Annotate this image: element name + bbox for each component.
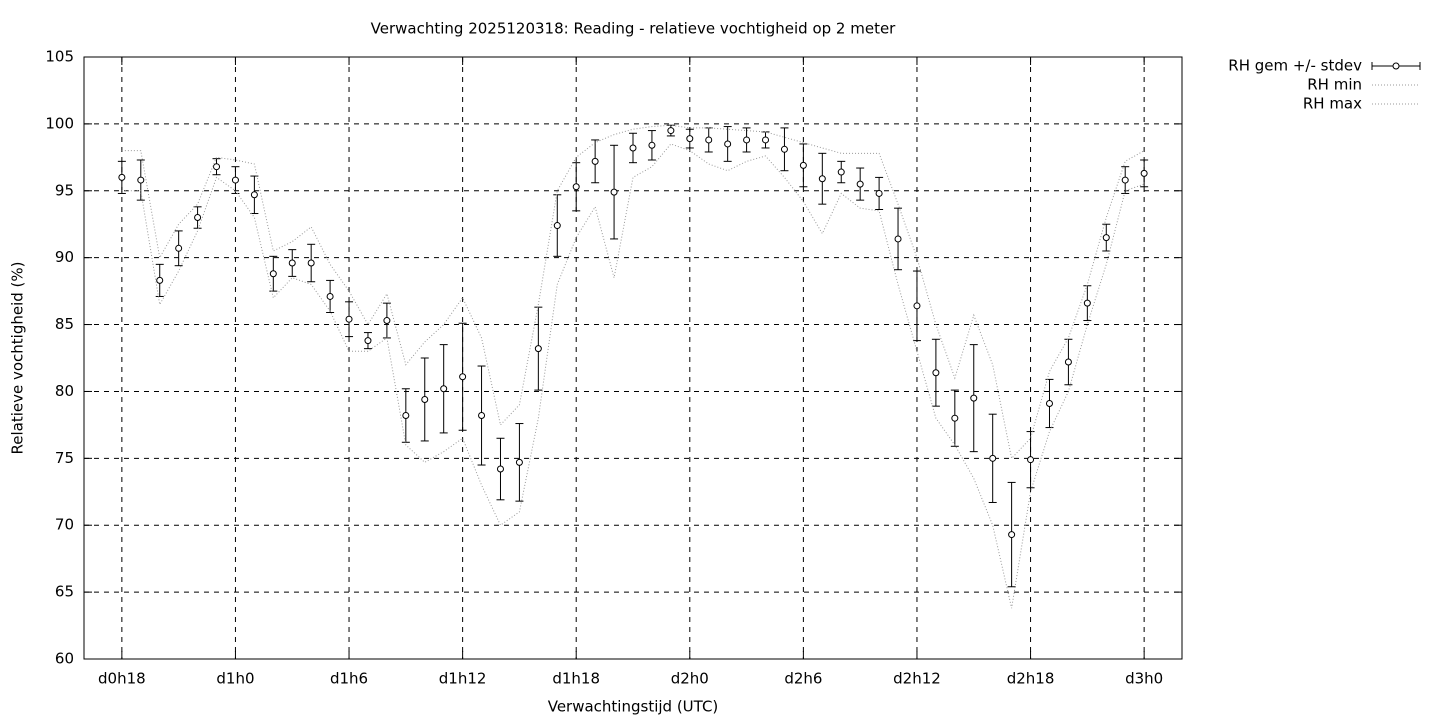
data-point <box>837 168 845 176</box>
data-point <box>496 465 504 473</box>
y-tick-label: 65 <box>55 583 74 601</box>
data-point <box>648 141 656 149</box>
data-point <box>951 414 959 422</box>
data-point <box>1102 234 1110 242</box>
data-point <box>743 136 751 144</box>
legend-label: RH min <box>1307 76 1362 94</box>
data-point <box>534 345 542 353</box>
legend-sample <box>1392 62 1400 70</box>
y-tick-label: 105 <box>45 48 74 66</box>
data-point <box>875 189 883 197</box>
data-point <box>1083 299 1091 307</box>
data-point <box>194 214 202 222</box>
data-point <box>913 302 921 310</box>
data-point <box>326 292 334 300</box>
data-point <box>667 127 675 135</box>
plot-border <box>83 56 1183 660</box>
x-tick-label: d1h0 <box>216 670 254 688</box>
chart-title: Verwachting 2025120318: Reading - relati… <box>371 20 897 38</box>
data-point <box>383 317 391 325</box>
data-point <box>553 222 561 230</box>
data-point <box>894 235 902 243</box>
data-point <box>156 276 164 284</box>
y-tick-label: 80 <box>55 382 74 400</box>
data-point <box>591 157 599 165</box>
legend-label: RH max <box>1303 95 1362 113</box>
data-point <box>1140 169 1148 177</box>
data-point <box>1064 358 1072 366</box>
data-point <box>440 385 448 393</box>
line <box>121 124 1145 460</box>
data-point <box>629 144 637 152</box>
data-point <box>231 176 239 184</box>
x-tick-label: d2h0 <box>671 670 709 688</box>
data-point <box>307 259 315 267</box>
data-point <box>1008 531 1016 539</box>
data-point <box>610 188 618 196</box>
data-point <box>459 373 467 381</box>
data-point <box>402 412 410 420</box>
y-axis-label: Relatieve vochtigheid (%) <box>9 261 27 454</box>
y-tick-label: 85 <box>55 315 74 333</box>
data-point <box>970 394 978 402</box>
y-tick-label: 75 <box>55 449 74 467</box>
x-tick-label: d1h6 <box>330 670 368 688</box>
data-point <box>421 395 429 403</box>
data-point <box>724 140 732 148</box>
data-point <box>1121 176 1129 184</box>
data-point <box>213 163 221 171</box>
x-tick-label: d1h12 <box>439 670 487 688</box>
data-point <box>799 161 807 169</box>
x-tick-label: d2h12 <box>893 670 941 688</box>
data-point <box>288 259 296 267</box>
legend-label: RH gem +/- stdev <box>1228 57 1362 75</box>
data-point <box>364 337 372 345</box>
x-axis-label: Verwachtingstijd (UTC) <box>548 698 719 716</box>
data-point <box>705 136 713 144</box>
data-point <box>175 244 183 252</box>
data-point <box>1045 399 1053 407</box>
data-point <box>137 176 145 184</box>
data-point <box>345 315 353 323</box>
data-point <box>762 136 770 144</box>
x-tick-label: d2h6 <box>784 670 822 688</box>
y-tick-label: 60 <box>55 650 74 668</box>
data-point <box>686 135 694 143</box>
data-point <box>818 175 826 183</box>
data-point <box>515 458 523 466</box>
data-point <box>572 183 580 191</box>
data-point <box>250 191 258 199</box>
data-point <box>989 454 997 462</box>
data-point <box>118 173 126 181</box>
data-point <box>932 369 940 377</box>
y-tick-label: 95 <box>55 181 74 199</box>
y-tick-label: 100 <box>45 114 74 132</box>
x-tick-label: d0h18 <box>98 670 146 688</box>
data-point <box>478 412 486 420</box>
y-tick-label: 70 <box>55 516 74 534</box>
x-tick-label: d2h18 <box>1007 670 1055 688</box>
x-tick-label: d3h0 <box>1125 670 1163 688</box>
y-tick-label: 90 <box>55 248 74 266</box>
data-point <box>269 270 277 278</box>
data-point <box>856 180 864 188</box>
x-tick-label: d1h18 <box>552 670 600 688</box>
data-point <box>780 145 788 153</box>
data-point <box>1027 456 1035 464</box>
